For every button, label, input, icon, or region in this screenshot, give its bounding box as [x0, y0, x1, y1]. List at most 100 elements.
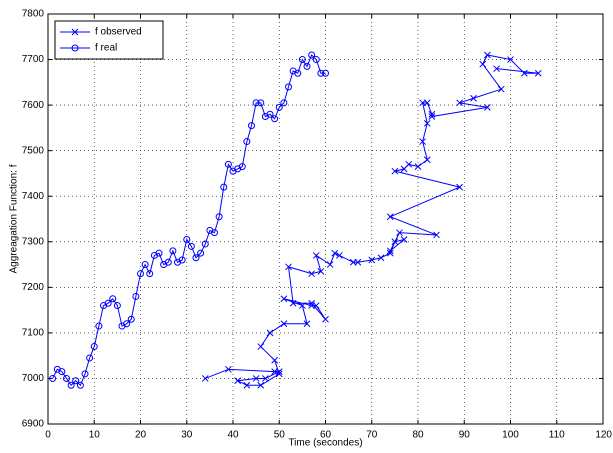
- y-tick-label: 6900: [22, 419, 45, 430]
- axes-box: [47, 13, 604, 425]
- point: [224, 160, 232, 168]
- point: [322, 315, 329, 323]
- x-tick-label: 30: [181, 430, 193, 441]
- point: [169, 247, 177, 255]
- point: [317, 69, 325, 77]
- point: [308, 51, 316, 59]
- x-tick-label: 80: [412, 430, 424, 441]
- y-tick-label: 7300: [22, 236, 45, 247]
- point: [76, 381, 84, 389]
- point: [275, 103, 283, 111]
- point: [386, 247, 394, 255]
- point: [400, 236, 408, 243]
- legend-marker: [71, 28, 79, 36]
- point: [433, 231, 440, 239]
- point: [201, 375, 209, 382]
- point: [137, 270, 144, 278]
- point: [336, 252, 343, 259]
- point: [456, 183, 463, 191]
- point: [192, 254, 200, 262]
- y-tick-label: 7100: [22, 328, 45, 339]
- point: [405, 160, 413, 168]
- point: [271, 356, 278, 364]
- x-axis-label: Time (secondes): [288, 438, 362, 449]
- point: [243, 138, 251, 146]
- point: [308, 299, 315, 307]
- x-tick-label: 10: [89, 430, 101, 441]
- point: [234, 377, 241, 385]
- legend-marker: [71, 44, 79, 52]
- point: [252, 99, 260, 107]
- point: [456, 99, 463, 107]
- point: [58, 368, 66, 376]
- point: [521, 69, 528, 77]
- point: [280, 295, 288, 303]
- point: [257, 381, 265, 389]
- point: [67, 381, 75, 389]
- point: [49, 374, 57, 382]
- point: [113, 302, 121, 310]
- point: [497, 85, 505, 93]
- point: [368, 256, 376, 264]
- point: [423, 156, 431, 164]
- point: [285, 263, 292, 271]
- legend-label: f real: [95, 43, 117, 54]
- point: [303, 320, 311, 328]
- point: [280, 99, 288, 107]
- point: [312, 252, 320, 259]
- point: [484, 51, 491, 59]
- x-tick-label: 40: [227, 430, 239, 441]
- point: [127, 315, 135, 323]
- y-axis-label: Aggreagation Function: f: [9, 164, 20, 273]
- point: [187, 242, 195, 250]
- point: [63, 374, 70, 382]
- point: [299, 302, 306, 309]
- point: [377, 254, 385, 262]
- x-tick-label: 110: [549, 430, 565, 441]
- y-tick-label: 7800: [22, 9, 45, 20]
- point: [197, 249, 205, 257]
- x-tick-label: 60: [320, 430, 332, 441]
- x-tick-label: 50: [274, 430, 286, 441]
- point: [141, 261, 149, 269]
- point: [72, 377, 80, 385]
- point: [289, 299, 297, 307]
- y-tick-label: 7500: [22, 145, 45, 156]
- x-tick-label: 70: [366, 430, 378, 441]
- point: [275, 368, 283, 375]
- point: [470, 94, 477, 102]
- y-tick-label: 7000: [22, 373, 45, 384]
- point: [428, 113, 436, 120]
- point: [211, 229, 218, 237]
- point: [285, 83, 292, 91]
- point: [391, 238, 399, 246]
- point: [86, 354, 94, 362]
- point: [331, 249, 339, 257]
- point: [312, 302, 320, 309]
- point: [414, 163, 422, 170]
- point: [294, 69, 302, 77]
- point: [132, 292, 140, 300]
- point: [266, 110, 274, 118]
- point: [484, 104, 491, 111]
- point: [164, 258, 172, 266]
- point: [262, 375, 269, 382]
- point: [419, 138, 426, 145]
- legend-label: f observed: [95, 27, 142, 38]
- point: [423, 119, 431, 127]
- point: [257, 99, 265, 107]
- y-tick-label: 7600: [22, 100, 45, 111]
- point: [493, 65, 500, 73]
- y-tick-label: 7400: [22, 191, 45, 202]
- point: [243, 381, 251, 389]
- legend-box: [54, 20, 164, 60]
- point: [391, 167, 399, 175]
- point: [507, 56, 514, 63]
- point: [90, 343, 98, 351]
- point: [201, 240, 209, 248]
- point: [146, 270, 154, 278]
- series-line: [52, 54, 326, 387]
- x-tick-label: 90: [459, 430, 471, 441]
- point: [248, 122, 255, 130]
